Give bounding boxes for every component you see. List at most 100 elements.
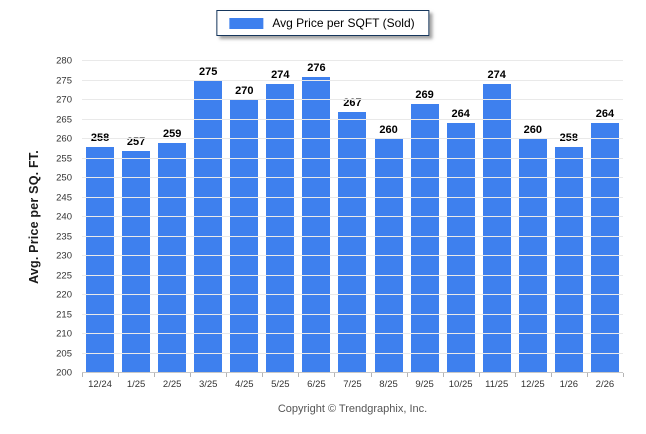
x-axis-tick bbox=[334, 373, 336, 377]
gridline bbox=[82, 255, 623, 256]
bar: 264 bbox=[446, 108, 475, 373]
bar-value-label: 264 bbox=[595, 108, 615, 121]
y-tick-label: 205 bbox=[56, 348, 72, 359]
x-axis-tick bbox=[370, 373, 372, 377]
y-tick-label: 210 bbox=[56, 328, 72, 340]
gridline bbox=[82, 294, 623, 295]
x-tick-label: 11/25 bbox=[485, 379, 509, 390]
bar: 257 bbox=[122, 136, 151, 373]
x-tick-label: 1/25 bbox=[126, 379, 146, 390]
gridline bbox=[82, 313, 623, 315]
y-tick-label: 255 bbox=[56, 153, 72, 164]
bar: 275 bbox=[194, 66, 223, 373]
x-axis-tick bbox=[226, 373, 228, 377]
gridline bbox=[82, 157, 623, 159]
x-tick-label: 12/24 bbox=[88, 379, 112, 390]
x-tick-label: 2/26 bbox=[595, 379, 615, 390]
gridline bbox=[82, 333, 623, 334]
x-axis-tick bbox=[514, 373, 516, 377]
bar-value-label: 258 bbox=[559, 131, 579, 144]
x-axis-tick bbox=[550, 373, 552, 377]
legend-label: Avg Price per SQFT (Sold) bbox=[272, 16, 415, 30]
x-axis-tick bbox=[586, 373, 588, 377]
y-tick-label: 215 bbox=[56, 309, 72, 320]
bar-value-label: 274 bbox=[271, 69, 290, 82]
y-tick-label: 265 bbox=[56, 114, 72, 125]
bar-slot: 260 bbox=[371, 61, 407, 373]
x-axis-line bbox=[82, 372, 623, 373]
bar-value-label: 259 bbox=[162, 127, 182, 140]
bar-slot: 276 bbox=[298, 61, 334, 373]
bar: 276 bbox=[302, 62, 331, 373]
y-tick-label: 240 bbox=[56, 211, 72, 223]
bar-slot: 260 bbox=[515, 61, 551, 373]
bar-slot: 270 bbox=[226, 61, 262, 373]
x-axis-tick bbox=[442, 373, 444, 377]
gridline bbox=[82, 118, 623, 120]
x-axis-tick bbox=[118, 373, 120, 377]
x-tick-label: 4/25 bbox=[235, 379, 254, 390]
x-axis-tick bbox=[82, 373, 83, 377]
bar-value-label: 274 bbox=[487, 69, 506, 82]
x-axis-tick bbox=[262, 373, 264, 377]
y-tick-label: 230 bbox=[56, 250, 72, 262]
bar: 264 bbox=[590, 108, 619, 373]
bar: 259 bbox=[158, 128, 187, 373]
bar-slot: 267 bbox=[334, 61, 370, 373]
y-tick-label: 280 bbox=[56, 55, 72, 67]
legend: Avg Price per SQFT (Sold) bbox=[216, 10, 430, 36]
y-axis-tick-labels: 200 205 210 215 220 225 230 235 240 245 250 255 260 2… bbox=[0, 56, 76, 379]
y-tick-label: 220 bbox=[56, 289, 72, 301]
gridline bbox=[82, 235, 623, 237]
bar-slot: 257 bbox=[118, 61, 154, 373]
bars-row: 258 257 259 275 270 274 276 267 260 269 264 274 260 2… bbox=[82, 61, 623, 373]
bar: 267 bbox=[338, 97, 367, 373]
x-tick-label: 2/25 bbox=[162, 379, 182, 390]
legend-swatch bbox=[229, 17, 264, 29]
bar: 260 bbox=[518, 124, 547, 373]
bar: 258 bbox=[86, 132, 115, 373]
x-axis-tick bbox=[154, 373, 156, 377]
x-axis-tick bbox=[190, 373, 192, 377]
bar-slot: 264 bbox=[587, 61, 623, 373]
bar-slot: 269 bbox=[407, 61, 443, 373]
x-axis-tick bbox=[406, 373, 408, 377]
x-tick-label: 9/25 bbox=[415, 379, 434, 390]
x-tick-label: 5/25 bbox=[271, 379, 290, 390]
gridline bbox=[82, 274, 623, 276]
bar-value-label: 258 bbox=[90, 131, 110, 144]
x-axis-tick bbox=[298, 373, 300, 377]
gridline bbox=[82, 79, 623, 81]
bar-slot: 274 bbox=[479, 61, 515, 373]
gridline bbox=[82, 138, 623, 139]
gridline bbox=[82, 352, 623, 354]
bar: 258 bbox=[554, 132, 583, 373]
y-tick-label: 245 bbox=[56, 192, 72, 203]
y-tick-label: 260 bbox=[56, 133, 72, 145]
bar-slot: 274 bbox=[262, 61, 298, 373]
bar: 274 bbox=[482, 69, 511, 373]
gridline bbox=[82, 99, 623, 100]
x-tick-label: 12/25 bbox=[520, 379, 545, 390]
gridline bbox=[82, 60, 623, 61]
x-tick-label: 10/25 bbox=[448, 379, 473, 390]
bar-value-label: 260 bbox=[379, 124, 398, 136]
plot-area: 258 257 259 275 270 274 276 267 260 269 264 274 260 2… bbox=[82, 60, 624, 377]
copyright-text: Copyright © Trendgraphix, Inc. bbox=[277, 403, 428, 415]
y-tick-label: 235 bbox=[56, 231, 72, 242]
x-tick-label: 8/25 bbox=[379, 379, 398, 390]
bar-slot: 264 bbox=[443, 61, 479, 373]
x-tick-label: 1/26 bbox=[559, 379, 579, 390]
bar: 269 bbox=[410, 89, 439, 373]
gridline bbox=[82, 177, 623, 178]
bar-slot: 259 bbox=[154, 61, 190, 373]
bar-value-label: 270 bbox=[235, 85, 254, 97]
bar-slot: 258 bbox=[82, 61, 118, 373]
bar-value-label: 260 bbox=[523, 124, 542, 136]
gridline bbox=[82, 216, 623, 217]
x-tick-label: 6/25 bbox=[307, 379, 326, 390]
x-axis-tick bbox=[478, 373, 480, 377]
bar-value-label: 269 bbox=[415, 88, 434, 101]
y-tick-label: 200 bbox=[56, 367, 72, 379]
